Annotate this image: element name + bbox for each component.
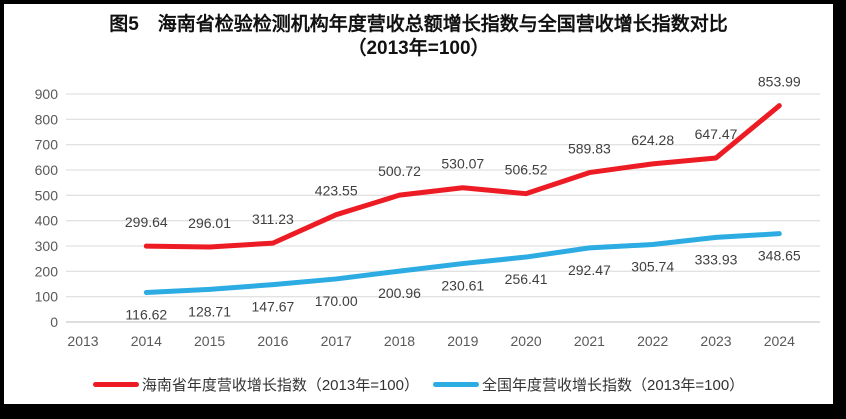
legend-item-national: 全国年度营收增长指数（2013年=100） xyxy=(433,374,744,395)
y-tick-label: 200 xyxy=(35,263,59,279)
data-label: 256.41 xyxy=(505,271,548,287)
y-tick-label: 500 xyxy=(35,187,59,203)
data-label: 348.65 xyxy=(758,248,801,264)
y-tick-label: 100 xyxy=(35,289,59,305)
x-tick-label: 2022 xyxy=(637,333,668,349)
x-tick-label: 2018 xyxy=(384,333,415,349)
chart-title: 图5 海南省检验检测机构年度营收总额增长指数与全国营收增长指数对比 xyxy=(109,14,728,35)
data-label: 530.07 xyxy=(441,156,484,172)
x-tick-label: 2020 xyxy=(511,333,542,349)
x-tick-label: 2023 xyxy=(700,333,731,349)
data-label: 299.64 xyxy=(125,214,168,230)
data-label: 305.74 xyxy=(631,259,674,275)
data-label: 230.61 xyxy=(441,278,484,294)
x-tick-label: 2024 xyxy=(764,333,795,349)
data-label: 624.28 xyxy=(631,132,674,148)
y-tick-label: 900 xyxy=(35,86,59,102)
chart-subtitle: （2013年=100） xyxy=(347,38,490,59)
data-label: 116.62 xyxy=(125,306,167,322)
y-tick-label: 400 xyxy=(35,213,59,229)
series-line-1 xyxy=(143,231,782,295)
legend-line-swatch-national xyxy=(433,381,479,387)
legend-label-national: 全国年度营收增长指数（2013年=100） xyxy=(482,376,745,394)
data-label: 853.99 xyxy=(758,74,801,90)
series-line-0 xyxy=(143,103,782,250)
data-label: 311.23 xyxy=(252,211,294,227)
data-label: 128.71 xyxy=(188,303,231,319)
x-tick-label: 2019 xyxy=(447,333,478,349)
y-tick-label: 600 xyxy=(35,162,59,178)
data-label: 500.72 xyxy=(378,163,421,179)
data-label: 589.83 xyxy=(568,141,611,157)
data-label: 296.01 xyxy=(188,215,231,231)
legend-item-hainan: 海南省年度营收增长指数（2013年=100） xyxy=(92,374,419,395)
data-label: 506.52 xyxy=(505,162,548,178)
data-label: 423.55 xyxy=(315,183,358,199)
y-tick-label: 700 xyxy=(35,137,59,153)
x-tick-label: 2015 xyxy=(194,333,225,349)
x-tick-label: 2017 xyxy=(321,333,352,349)
data-label: 147.67 xyxy=(251,299,294,315)
data-label: 333.93 xyxy=(695,251,738,267)
x-tick-label: 2013 xyxy=(67,333,98,349)
y-tick-label: 800 xyxy=(35,111,59,127)
x-tick-label: 2021 xyxy=(574,333,605,349)
chart-legend: 海南省年度营收增长指数（2013年=100） 全国年度营收增长指数（2013年=… xyxy=(4,371,833,397)
data-label: 200.96 xyxy=(378,285,421,301)
x-tick-label: 2014 xyxy=(131,333,162,349)
y-tick-label: 300 xyxy=(35,238,59,254)
line-chart-svg: 0 100 200 300 400 500 600 700 800 900 2013 2014 2015… xyxy=(35,74,820,349)
data-label: 292.47 xyxy=(568,262,611,278)
y-tick-label: 0 xyxy=(50,314,58,330)
data-label: 647.47 xyxy=(695,126,738,142)
legend-line-swatch-hainan xyxy=(92,381,139,387)
x-tick-label: 2016 xyxy=(257,333,288,349)
legend-label-hainan: 海南省年度营收增长指数（2013年=100） xyxy=(141,376,419,394)
data-label: 170.00 xyxy=(315,293,358,309)
